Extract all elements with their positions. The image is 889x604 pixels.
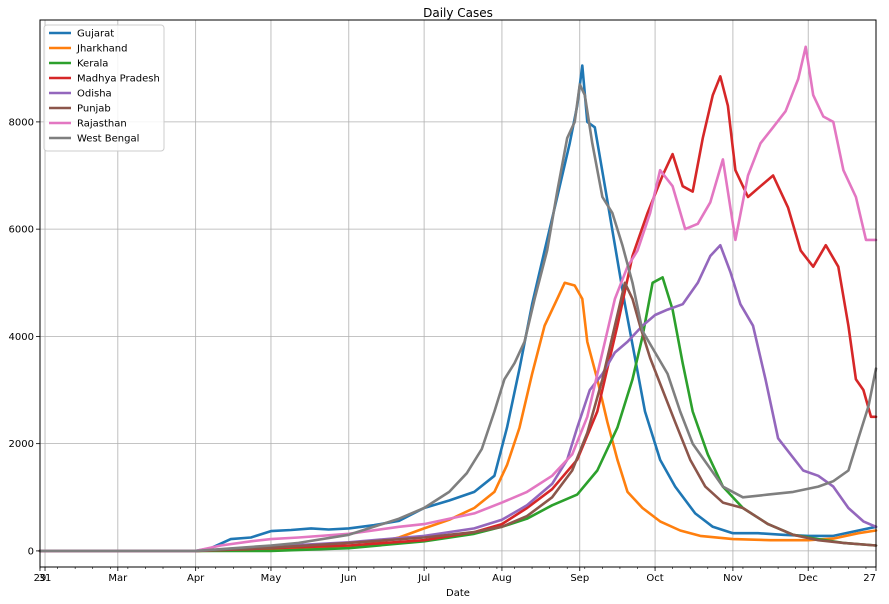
x-tick-label: Mar bbox=[108, 573, 128, 584]
series-line-madhya-pradesh bbox=[38, 75, 878, 553]
grid-lines bbox=[39, 20, 877, 567]
y-tick-label: 6000 bbox=[9, 225, 34, 236]
x-tick-label: Jun bbox=[340, 573, 357, 584]
x-tick-label: May bbox=[261, 573, 282, 584]
series-line-punjab bbox=[38, 281, 878, 553]
series-line-odisha bbox=[38, 243, 878, 553]
legend-entry: Gujarat bbox=[77, 29, 114, 40]
y-tick-label: 2000 bbox=[9, 439, 34, 450]
x-tick-label: Sep bbox=[570, 573, 589, 584]
series-line-kerala bbox=[38, 276, 878, 553]
legend-entry: West Bengal bbox=[77, 134, 139, 145]
series-line-rajasthan bbox=[38, 45, 878, 553]
plot-frame bbox=[39, 19, 877, 568]
series-line-gujarat bbox=[38, 64, 878, 553]
legend-entry: Punjab bbox=[77, 104, 111, 115]
x-tick-label: 27 bbox=[863, 573, 876, 584]
legend-entry: Rajasthan bbox=[77, 119, 127, 130]
series-layer bbox=[38, 45, 878, 553]
x-tick-label: Jul bbox=[417, 573, 430, 584]
x-tick-label: 29 bbox=[34, 573, 47, 584]
x-tick-label: 31 bbox=[39, 573, 52, 584]
legend: Gujarat Jharkhand Kerala Madhya Pradesh Odis… bbox=[43, 24, 165, 152]
y-axis: 0 2000 4000 6000 8000 bbox=[9, 117, 40, 557]
legend-entry: Jharkhand bbox=[76, 44, 127, 55]
x-tick-label: Apr bbox=[187, 573, 205, 584]
legend-box bbox=[43, 24, 165, 152]
x-tick-label: Oct bbox=[646, 573, 663, 584]
y-tick-label: 0 bbox=[28, 546, 34, 557]
y-tick-label: 4000 bbox=[9, 332, 34, 343]
x-tick-label: Dec bbox=[799, 573, 818, 584]
x-tick-label: Nov bbox=[723, 573, 743, 584]
x-tick-label: Aug bbox=[492, 573, 512, 584]
x-axis-label: Date bbox=[446, 588, 470, 599]
legend-entry: Kerala bbox=[77, 59, 108, 70]
legend-entry: Madhya Pradesh bbox=[77, 74, 160, 85]
series-line-jharkhand bbox=[38, 281, 878, 553]
series-line-west-bengal bbox=[38, 83, 878, 553]
legend-entry: Odisha bbox=[77, 89, 112, 100]
chart-title: Daily Cases bbox=[423, 6, 493, 20]
y-tick-label: 8000 bbox=[9, 117, 34, 128]
